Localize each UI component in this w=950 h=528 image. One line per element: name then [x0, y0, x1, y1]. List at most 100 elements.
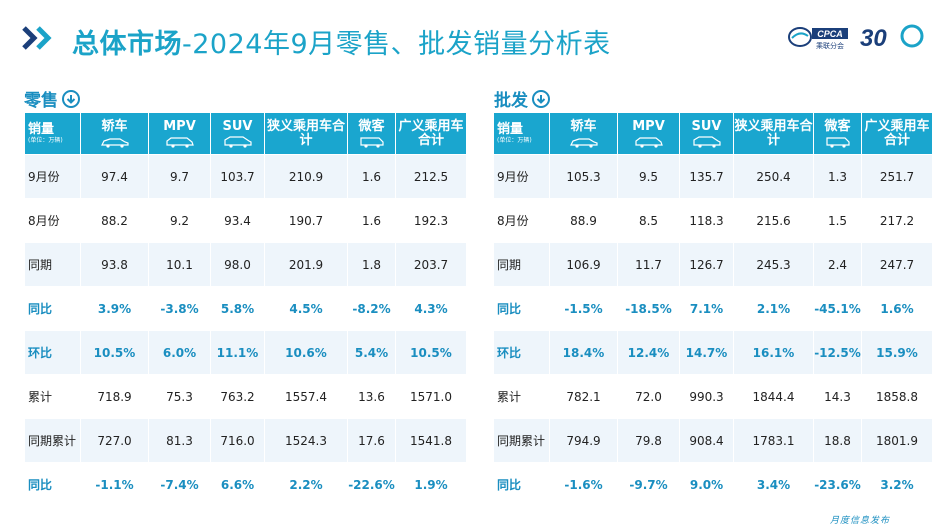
- table-row: 9月份 97.4 9.7 103.7 210.9 1.6 212.5: [24, 154, 467, 199]
- retail-section-label: 零售: [24, 86, 80, 111]
- column-label: MPV: [632, 118, 665, 134]
- cell: 6.0%: [148, 330, 211, 375]
- minivan-icon: [825, 136, 850, 148]
- cell: 2.4: [813, 242, 862, 287]
- cell: 18.8: [813, 418, 862, 463]
- cell: 7.1%: [679, 286, 734, 331]
- column-label: 微客: [358, 118, 385, 134]
- cell: 106.9: [549, 242, 618, 287]
- cell: 1844.4: [733, 374, 814, 419]
- cell: 190.7: [264, 198, 348, 243]
- column-header-sedan: 轿车: [80, 112, 149, 155]
- unit-label: (单位：万辆): [497, 136, 532, 144]
- corner-label: 销量: [28, 121, 55, 137]
- wholesale-table: 销量 (单位：万辆) 轿车 MPV SUV 狭义乘用车合计 微客 广义乘用车合计 …: [493, 112, 933, 507]
- table-row: 累计 718.9 75.3 763.2 1557.4 13.6 1571.0: [24, 374, 467, 419]
- row-name: 同期: [493, 242, 550, 287]
- column-header-mpv: MPV: [617, 112, 680, 155]
- page-header: 总体市场-2024年9月零售、批发销量分析表 CPCA 乘联分会 30: [0, 0, 950, 72]
- cell: 97.4: [80, 154, 149, 199]
- cell: 1.6: [347, 154, 396, 199]
- row-name: 同期累计: [24, 418, 81, 463]
- cell: 16.1%: [733, 330, 814, 375]
- row-name: 累计: [493, 374, 550, 419]
- cell: -7.4%: [148, 462, 211, 507]
- cell: 727.0: [80, 418, 149, 463]
- table-header-row: 销量 (单位：万辆) 轿车 MPV SUV 狭义乘用车合计 微客 广义乘用车合计: [24, 112, 467, 155]
- sedan-icon: [569, 137, 598, 148]
- column-header-mini: 微客: [347, 112, 396, 155]
- column-header-mpv: MPV: [148, 112, 211, 155]
- page-title: 总体市场-2024年9月零售、批发销量分析表: [72, 22, 611, 61]
- cell: 908.4: [679, 418, 734, 463]
- table-row: 同期 106.9 11.7 126.7 245.3 2.4 247.7: [493, 242, 933, 287]
- cell: 6.6%: [210, 462, 265, 507]
- cell: 1858.8: [861, 374, 933, 419]
- cell: 251.7: [861, 154, 933, 199]
- sedan-icon: [100, 137, 129, 148]
- column-header-mini: 微客: [813, 112, 862, 155]
- cell: -1.1%: [80, 462, 149, 507]
- cell: 88.9: [549, 198, 618, 243]
- cell: 81.3: [148, 418, 211, 463]
- cell: -12.5%: [813, 330, 862, 375]
- suv-icon: [223, 135, 252, 148]
- cell: 763.2: [210, 374, 265, 419]
- corner-label: 销量: [497, 121, 524, 137]
- cell: 192.3: [395, 198, 467, 243]
- cell: -23.6%: [813, 462, 862, 507]
- cell: 13.6: [347, 374, 396, 419]
- cell: 11.1%: [210, 330, 265, 375]
- cell: 72.0: [617, 374, 680, 419]
- column-header-broad-total: 广义乘用车合计: [395, 112, 467, 155]
- cell: 5.4%: [347, 330, 396, 375]
- mpv-icon: [165, 136, 194, 148]
- column-header-suv: SUV: [210, 112, 265, 155]
- cpca-logo: CPCA 乘联分会: [788, 27, 848, 50]
- row-name: 同比: [493, 462, 550, 507]
- row-name: 9月份: [24, 154, 81, 199]
- wholesale-label: 批发: [494, 91, 528, 111]
- corner-cell: 销量 (单位：万辆): [493, 112, 550, 155]
- cell: 14.3: [813, 374, 862, 419]
- table-row: 同比 3.9% -3.8% 5.8% 4.5% -8.2% 4.3%: [24, 286, 467, 331]
- cell: 105.3: [549, 154, 618, 199]
- arrow-down-circle-icon: [62, 89, 80, 108]
- cell: 718.9: [80, 374, 149, 419]
- cell: 1.9%: [395, 462, 467, 507]
- cell: -8.2%: [347, 286, 396, 331]
- table-row: 累计 782.1 72.0 990.3 1844.4 14.3 1858.8: [493, 374, 933, 419]
- row-name: 8月份: [493, 198, 550, 243]
- column-header-sedan: 轿车: [549, 112, 618, 155]
- table-row: 同期累计 794.9 79.8 908.4 1783.1 18.8 1801.9: [493, 418, 933, 463]
- cell: 1571.0: [395, 374, 467, 419]
- column-label: SUV: [222, 118, 253, 134]
- double-chevron-icon: [22, 26, 52, 50]
- footer-tag: 月度信息发布: [829, 516, 890, 526]
- table-row: 同比 -1.1% -7.4% 6.6% 2.2% -22.6% 1.9%: [24, 462, 467, 507]
- cell: 247.7: [861, 242, 933, 287]
- cell: -1.5%: [549, 286, 618, 331]
- cell: 126.7: [679, 242, 734, 287]
- row-name: 同期累计: [493, 418, 550, 463]
- wholesale-section-label: 批发: [494, 86, 550, 111]
- cell: 1.5: [813, 198, 862, 243]
- table-row: 9月份 105.3 9.5 135.7 250.4 1.3 251.7: [493, 154, 933, 199]
- cell: 1541.8: [395, 418, 467, 463]
- unit-label: (单位：万辆): [28, 136, 63, 144]
- logo-text: CPCA: [817, 29, 843, 39]
- table-row: 8月份 88.9 8.5 118.3 215.6 1.5 217.2: [493, 198, 933, 243]
- cell: 12.4%: [617, 330, 680, 375]
- cell: 245.3: [733, 242, 814, 287]
- cell: 9.7: [148, 154, 211, 199]
- suv-icon: [692, 135, 721, 148]
- mpv-icon: [634, 136, 663, 148]
- retail-table: 销量 (单位：万辆) 轿车 MPV SUV 狭义乘用车合计 微客 广义乘用车合计 …: [24, 112, 467, 507]
- cell: 5.8%: [210, 286, 265, 331]
- title-rest: -2024年9月零售、批发销量分析表: [182, 29, 611, 60]
- cell: 1.6: [347, 198, 396, 243]
- cell: 103.7: [210, 154, 265, 199]
- cell: 4.3%: [395, 286, 467, 331]
- column-header-narrow-total: 狭义乘用车合计: [733, 112, 814, 155]
- arrow-down-circle-icon: [532, 89, 550, 108]
